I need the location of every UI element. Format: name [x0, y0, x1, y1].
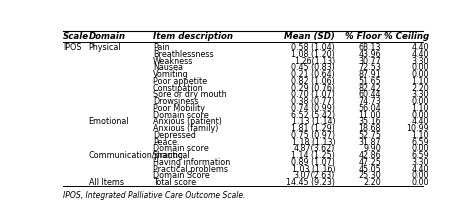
Text: 1.13 (1.14): 1.13 (1.14) [292, 117, 335, 126]
Text: Depressed: Depressed [153, 131, 196, 140]
Text: IPOS, Integrated Palliative Care Outcome Scale.: IPOS, Integrated Palliative Care Outcome… [63, 190, 246, 199]
Text: Sore or dry mouth: Sore or dry mouth [153, 90, 227, 99]
Text: Poor Mobility: Poor Mobility [153, 104, 205, 113]
Text: 1.10: 1.10 [411, 131, 429, 140]
Text: 52.75: 52.75 [358, 131, 381, 140]
Text: Anxious (patient): Anxious (patient) [153, 117, 222, 126]
Text: 0.74 (0.99): 0.74 (0.99) [291, 104, 335, 113]
Text: Sharing: Sharing [153, 151, 184, 160]
Text: Total score: Total score [153, 178, 196, 187]
Text: 18.68: 18.68 [358, 124, 381, 133]
Text: 47.25: 47.25 [358, 158, 381, 167]
Text: 4.87(3.62): 4.87(3.62) [294, 144, 335, 153]
Text: Constipation: Constipation [153, 84, 203, 93]
Text: 0.89 (1.07): 0.89 (1.07) [291, 158, 335, 167]
Text: 0.00: 0.00 [411, 171, 429, 180]
Text: 14.45 (9.23): 14.45 (9.23) [286, 178, 335, 187]
Text: Drowsiness: Drowsiness [153, 97, 199, 106]
Text: 3.30: 3.30 [411, 56, 429, 65]
Text: 0.00: 0.00 [411, 111, 429, 120]
Text: Peace: Peace [153, 138, 177, 147]
Text: 82.42: 82.42 [358, 84, 381, 93]
Text: 68.13: 68.13 [358, 43, 381, 52]
Text: 0.75 (0.97): 0.75 (0.97) [291, 131, 335, 140]
Text: Communication/practical: Communication/practical [89, 151, 190, 160]
Text: 35.16: 35.16 [358, 117, 381, 126]
Text: Emotional: Emotional [89, 117, 129, 126]
Text: 0.00: 0.00 [411, 63, 429, 72]
Text: 0.58 (1.04): 0.58 (1.04) [292, 43, 335, 52]
Text: IPOS: IPOS [63, 43, 82, 52]
Text: 31.87: 31.87 [358, 138, 381, 147]
Text: 0.00: 0.00 [411, 144, 429, 153]
Text: 0.29 (0.76): 0.29 (0.76) [291, 84, 335, 93]
Text: Pain: Pain [153, 43, 170, 52]
Text: 2.20: 2.20 [411, 84, 429, 93]
Text: 4.40: 4.40 [411, 165, 429, 174]
Text: 0.00: 0.00 [411, 70, 429, 79]
Text: 1.14 (1.25): 1.14 (1.25) [291, 151, 335, 160]
Text: % Floor: % Floor [345, 32, 381, 41]
Text: 0.70 (1.07): 0.70 (1.07) [291, 90, 335, 99]
Text: 1.26(1.13): 1.26(1.13) [294, 56, 335, 65]
Text: 0.38 (0.77): 0.38 (0.77) [291, 97, 335, 106]
Text: Domain Score: Domain Score [153, 171, 210, 180]
Text: Weakness: Weakness [153, 56, 193, 65]
Text: 6.59: 6.59 [411, 151, 429, 160]
Text: Domain score: Domain score [153, 111, 209, 120]
Text: 0.00: 0.00 [411, 178, 429, 187]
Text: 3.30: 3.30 [411, 158, 429, 167]
Text: Having information: Having information [153, 158, 230, 167]
Text: 30.77: 30.77 [358, 56, 381, 65]
Text: 1.08 (1.20): 1.08 (1.20) [292, 50, 335, 59]
Text: Item description: Item description [153, 32, 233, 41]
Text: 1.18 (1.13): 1.18 (1.13) [292, 138, 335, 147]
Text: Nausea: Nausea [153, 63, 183, 72]
Text: 0.21 (0.64): 0.21 (0.64) [292, 70, 335, 79]
Text: Breathlessness: Breathlessness [153, 50, 214, 59]
Text: 1.10: 1.10 [411, 104, 429, 113]
Text: 4.40: 4.40 [411, 117, 429, 126]
Text: Anxious (family): Anxious (family) [153, 124, 219, 133]
Text: 0.00: 0.00 [411, 97, 429, 106]
Text: Vomiting: Vomiting [153, 70, 189, 79]
Text: 60.44: 60.44 [358, 90, 381, 99]
Text: Poor appetite: Poor appetite [153, 77, 207, 86]
Text: 45.05: 45.05 [358, 165, 381, 174]
Text: 25.30: 25.30 [358, 171, 381, 180]
Text: 87.91: 87.91 [358, 70, 381, 79]
Text: 3.30: 3.30 [411, 90, 429, 99]
Text: 10.99: 10.99 [406, 124, 429, 133]
Text: 1.03 (1.16): 1.03 (1.16) [292, 165, 335, 174]
Text: Mean (SD): Mean (SD) [284, 32, 335, 41]
Text: Domain score: Domain score [153, 144, 209, 153]
Text: 56.04: 56.04 [358, 104, 381, 113]
Text: 9.90: 9.90 [363, 144, 381, 153]
Text: All Items: All Items [89, 178, 124, 187]
Text: 0.82 (1.06): 0.82 (1.06) [292, 77, 335, 86]
Text: 6.59: 6.59 [411, 138, 429, 147]
Text: 43.96: 43.96 [358, 50, 381, 59]
Text: 1.81 (1.29): 1.81 (1.29) [291, 124, 335, 133]
Text: 74.73: 74.73 [358, 97, 381, 106]
Text: 42.86: 42.86 [358, 151, 381, 160]
Text: 72.53: 72.53 [358, 63, 381, 72]
Text: 3.07(2.63): 3.07(2.63) [294, 171, 335, 180]
Text: 4.40: 4.40 [411, 50, 429, 59]
Text: Physical: Physical [89, 43, 121, 52]
Text: 11.00: 11.00 [358, 111, 381, 120]
Text: Scale: Scale [63, 32, 89, 41]
Text: Domain: Domain [89, 32, 126, 41]
Text: 1.10: 1.10 [411, 77, 429, 86]
Text: 0.45 (0.83): 0.45 (0.83) [292, 63, 335, 72]
Text: 51.65: 51.65 [358, 77, 381, 86]
Text: 2.20: 2.20 [363, 178, 381, 187]
Text: % Ceiling: % Ceiling [383, 32, 429, 41]
Text: Practical problems: Practical problems [153, 165, 228, 174]
Text: 4.40: 4.40 [411, 43, 429, 52]
Text: 6.52 (5.42): 6.52 (5.42) [291, 111, 335, 120]
